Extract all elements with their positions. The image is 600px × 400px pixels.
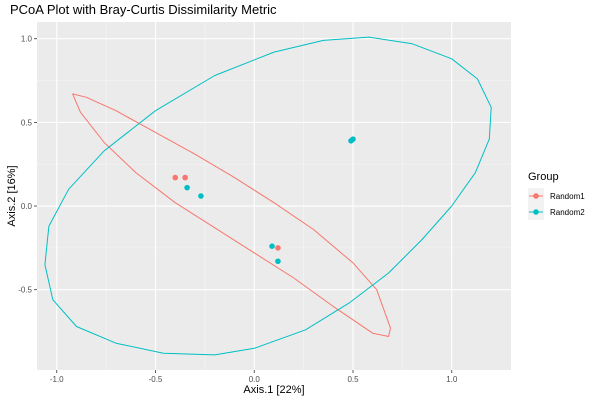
legend-title: Group (528, 171, 559, 183)
y-tick-label: 0.5 (21, 118, 33, 127)
plot-panel (37, 22, 511, 370)
legend-label: Random2 (550, 208, 585, 217)
chart-title: PCoA Plot with Bray-Curtis Dissimilarity… (10, 2, 277, 17)
x-tick-label: -1.0 (50, 375, 64, 384)
x-axis-label: Axis.1 [22%] (243, 384, 304, 396)
y-tick-label: 1.0 (21, 35, 33, 44)
y-tick-label: -0.5 (18, 286, 32, 295)
y-axis-label: Axis.2 [16%] (6, 165, 18, 226)
y-axis-ticks: 1.0 0.5 0.0 -0.5 (18, 35, 37, 295)
legend-point (533, 209, 539, 215)
point-random2 (198, 193, 204, 199)
y-tick-label: 0.0 (21, 202, 33, 211)
ellipse-random2 (44, 36, 492, 356)
x-tick-label: 0.0 (249, 375, 261, 384)
x-axis-ticks: -1.0 -0.5 0.0 0.5 1.0 (50, 370, 458, 384)
legend-point (533, 193, 539, 199)
point-random2 (269, 243, 275, 249)
x-tick-label: 1.0 (446, 375, 458, 384)
legend-label: Random1 (550, 192, 585, 201)
point-random1 (172, 174, 179, 181)
legend: Group Random1 Random2 (528, 171, 585, 220)
ellipse-random1 (72, 93, 391, 337)
point-random1 (275, 245, 281, 251)
data-points (172, 136, 356, 265)
point-random2 (275, 258, 281, 265)
point-random2 (184, 184, 190, 191)
confidence-ellipses (44, 36, 492, 356)
point-random2 (348, 137, 354, 144)
x-tick-label: 0.5 (347, 375, 359, 384)
legend-items: Random1 Random2 (528, 188, 585, 220)
x-tick-label: -0.5 (149, 375, 163, 384)
point-random1 (182, 174, 188, 181)
